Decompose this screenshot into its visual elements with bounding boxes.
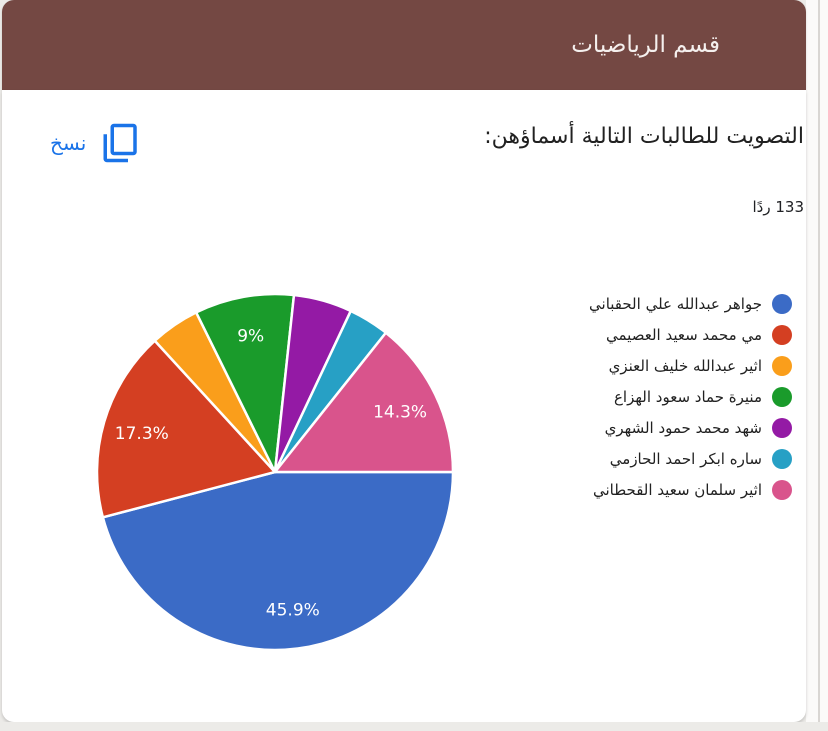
- copy-icon: [103, 123, 138, 163]
- legend-label: ساره ابكر احمد الحازمي: [609, 449, 762, 468]
- legend-swatch-icon: [772, 355, 792, 376]
- responses-count: 133 ردًا: [752, 198, 805, 216]
- legend-swatch-icon: [772, 386, 792, 407]
- legend-swatch-icon: [772, 479, 792, 500]
- legend-label: اثير عبدالله خليف العنزي: [608, 356, 762, 375]
- legend-item-3: منيرة حماد سعود الهزاع: [492, 381, 792, 412]
- legend-item-6: اثير سلمان سعيد القحطاني: [492, 474, 792, 505]
- legend-swatch-icon: [772, 324, 792, 345]
- legend-swatch-icon: [772, 417, 792, 438]
- legend-item-1: مي محمد سعيد العصيمي: [492, 319, 792, 350]
- question-title: التصويت للطالبات التالية أسماؤهن:: [484, 124, 804, 149]
- page-gutter: [806, 0, 828, 722]
- legend-swatch-icon: [772, 293, 792, 314]
- legend-label: مي محمد سعيد العصيمي: [606, 325, 762, 344]
- legend-label: شهد محمد حمود الشهري: [604, 418, 762, 437]
- section-header: [2, 0, 806, 90]
- legend-swatch-icon: [772, 448, 792, 469]
- copy-button[interactable]: نسخ: [50, 120, 142, 166]
- scrollbar-track[interactable]: [818, 0, 820, 722]
- legend-label: اثير سلمان سعيد القحطاني: [592, 480, 762, 499]
- page-bottom-gap: [0, 722, 828, 731]
- legend-item-2: اثير عبدالله خليف العنزي: [492, 350, 792, 381]
- copy-button-label: نسخ: [50, 131, 87, 155]
- section-title: قسم الرياضيات: [571, 32, 720, 58]
- legend-item-4: شهد محمد حمود الشهري: [492, 412, 792, 443]
- legend-label: جواهر عبدالله علي الحقباني: [589, 294, 762, 313]
- chart-legend: جواهر عبدالله علي الحقباني مي محمد سعيد ا…: [492, 288, 792, 505]
- legend-item-5: ساره ابكر احمد الحازمي: [492, 443, 792, 474]
- legend-item-0: جواهر عبدالله علي الحقباني: [492, 288, 792, 319]
- legend-label: منيرة حماد سعود الهزاع: [613, 387, 762, 406]
